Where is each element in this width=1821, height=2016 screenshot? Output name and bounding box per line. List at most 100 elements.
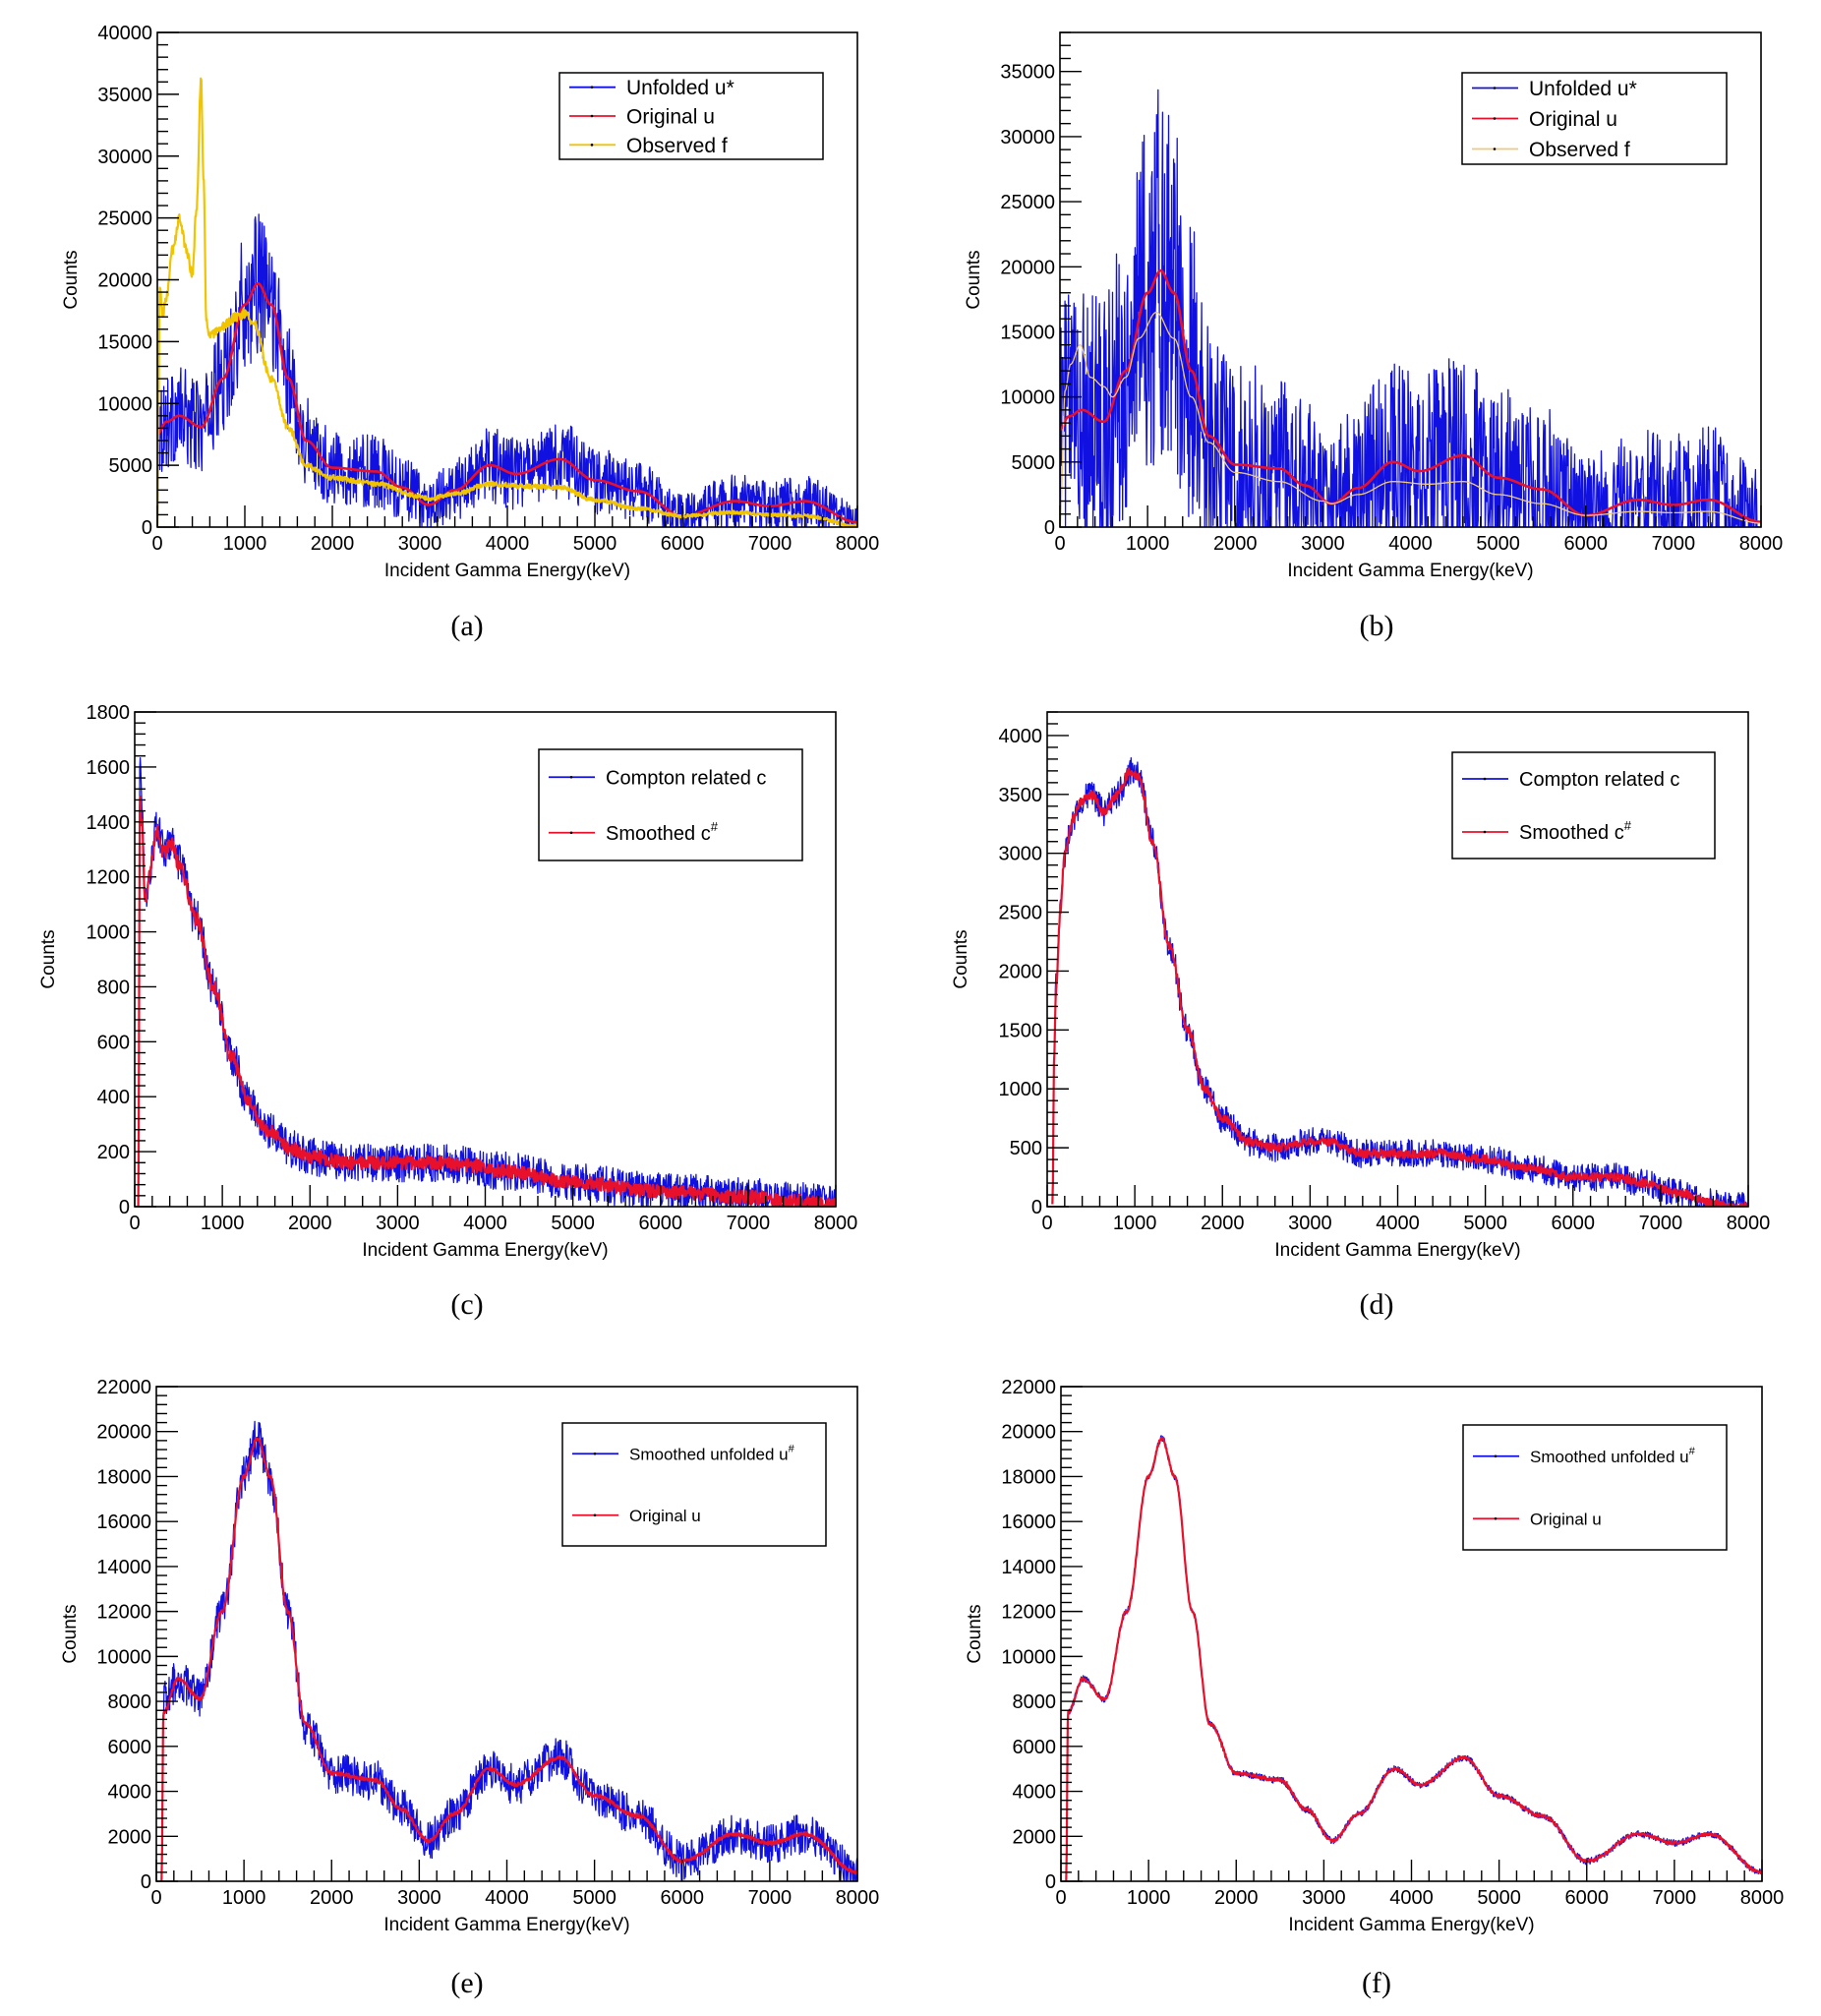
y-tick-label: 15000: [1000, 322, 1055, 343]
caption-d: (d): [1359, 1288, 1394, 1321]
legend-marker: [1494, 1454, 1498, 1458]
y-tick-label: 500: [1010, 1138, 1042, 1159]
x-tick-label: 0: [151, 533, 162, 555]
legend-superscript: #: [1689, 1446, 1696, 1457]
y-tick-label: 20000: [1000, 257, 1055, 278]
x-tick-label: 5000: [573, 533, 617, 555]
y-tick-label: 3000: [999, 844, 1043, 865]
x-tick-label: 0: [1055, 1887, 1066, 1909]
x-tick-label: 7000: [1653, 1887, 1697, 1909]
x-tick-label: 2000: [1214, 1887, 1259, 1909]
y-tick-label: 2000: [999, 961, 1043, 982]
legend-marker: [593, 1513, 597, 1517]
legend-marker: [590, 144, 594, 147]
legend-item: Observed f: [1472, 139, 1630, 161]
x-tick-label: 4000: [1389, 1887, 1434, 1909]
y-tick-label: 0: [1031, 1197, 1042, 1218]
y-tick-label: 35000: [97, 85, 152, 106]
legend-item: Compton related c: [549, 767, 766, 789]
y-tick-label: 5000: [109, 455, 153, 477]
legend-item: Smoothed c#: [549, 819, 719, 845]
legend-marker: [1483, 830, 1487, 834]
y-tick-label: 14000: [1001, 1557, 1056, 1578]
legend-label: Observed f: [626, 135, 728, 157]
y-tick-label: 5000: [1012, 452, 1056, 474]
legend-label: Compton related c: [606, 767, 766, 789]
x-tick-label: 3000: [1301, 533, 1345, 555]
series-original: [137, 795, 836, 1207]
legend-label: Smoothed unfolded u#: [629, 1444, 795, 1464]
x-tick-label: 6000: [1552, 1213, 1596, 1234]
x-tick-label: 5000: [551, 1213, 595, 1234]
x-tick-label: 2000: [1213, 533, 1258, 555]
x-tick-label: 3000: [376, 1213, 420, 1234]
legend-marker: [593, 1452, 597, 1455]
series-unfolded: [1060, 89, 1761, 527]
y-tick-label: 1800: [87, 702, 131, 724]
legend-label: Original u: [1530, 1510, 1602, 1528]
x-tick-label: 7000: [748, 533, 793, 555]
plot-area: [1065, 1435, 1762, 1881]
legend-marker: [1493, 87, 1497, 89]
legend-marker: [569, 831, 573, 835]
x-tick-label: 8000: [1739, 533, 1784, 555]
x-axis-title: Incident Gamma Energy(keV): [362, 1240, 608, 1261]
y-tick-label: 4000: [108, 1782, 152, 1804]
y-tick-label: 18000: [96, 1466, 151, 1488]
y-tick-label: 2500: [999, 903, 1043, 924]
x-tick-label: 2000: [288, 1213, 332, 1234]
x-axis-title: Incident Gamma Energy(keV): [384, 561, 630, 581]
y-tick-label: 400: [97, 1087, 130, 1108]
x-tick-label: 6000: [661, 533, 705, 555]
y-tick-label: 1500: [999, 1020, 1043, 1041]
series-original: [160, 1436, 857, 1881]
y-tick-label: 0: [119, 1197, 130, 1218]
x-tick-label: 8000: [1740, 1887, 1785, 1909]
y-tick-label: 2000: [108, 1826, 152, 1848]
series-unfolded: [157, 213, 857, 527]
series-original: [1051, 767, 1748, 1207]
x-tick-label: 6000: [1564, 533, 1609, 555]
y-tick-label: 18000: [1001, 1466, 1056, 1488]
y-tick-label: 2000: [1013, 1826, 1057, 1848]
x-tick-label: 6000: [1565, 1887, 1610, 1909]
x-tick-label: 3000: [397, 1887, 441, 1909]
legend-item: Original u: [1473, 1510, 1602, 1528]
legend-box: [561, 1422, 827, 1547]
legend-item: Unfolded u*: [1472, 78, 1637, 100]
y-tick-label: 800: [97, 977, 130, 998]
y-axis-title: Counts: [60, 1604, 81, 1663]
legend-label: Smoothed c#: [1519, 818, 1632, 844]
legend-marker: [1493, 117, 1497, 120]
y-axis-title: Counts: [61, 250, 82, 309]
x-tick-label: 1000: [1113, 1213, 1157, 1234]
plot-area: [1051, 756, 1748, 1207]
x-tick-label: 1000: [223, 533, 267, 555]
series-observed: [157, 77, 857, 527]
x-tick-label: 2000: [311, 533, 355, 555]
x-tick-label: 4000: [1376, 1213, 1420, 1234]
y-tick-label: 30000: [97, 147, 152, 168]
x-tick-label: 3000: [398, 533, 442, 555]
legend-item: Original u: [572, 1507, 701, 1525]
legend-item: Smoothed c#: [1462, 818, 1632, 844]
legend-marker: [569, 775, 573, 779]
y-tick-label: 16000: [96, 1512, 151, 1533]
x-tick-label: 0: [1054, 533, 1065, 555]
x-axis-title: Incident Gamma Energy(keV): [1288, 1915, 1534, 1935]
legend: Compton related c Smoothed c#: [1451, 751, 1716, 860]
x-tick-label: 4000: [463, 1213, 507, 1234]
x-axis-title: Incident Gamma Energy(keV): [383, 1915, 629, 1935]
legend-marker: [590, 114, 594, 118]
y-tick-label: 25000: [97, 208, 152, 230]
y-axis-title: Counts: [38, 929, 59, 988]
y-tick-label: 1600: [87, 757, 131, 779]
x-tick-label: 7000: [727, 1213, 771, 1234]
x-tick-label: 8000: [836, 533, 880, 555]
legend-box: [1462, 1424, 1728, 1551]
legend-label: Compton related c: [1519, 769, 1679, 791]
x-tick-label: 0: [1041, 1213, 1052, 1234]
